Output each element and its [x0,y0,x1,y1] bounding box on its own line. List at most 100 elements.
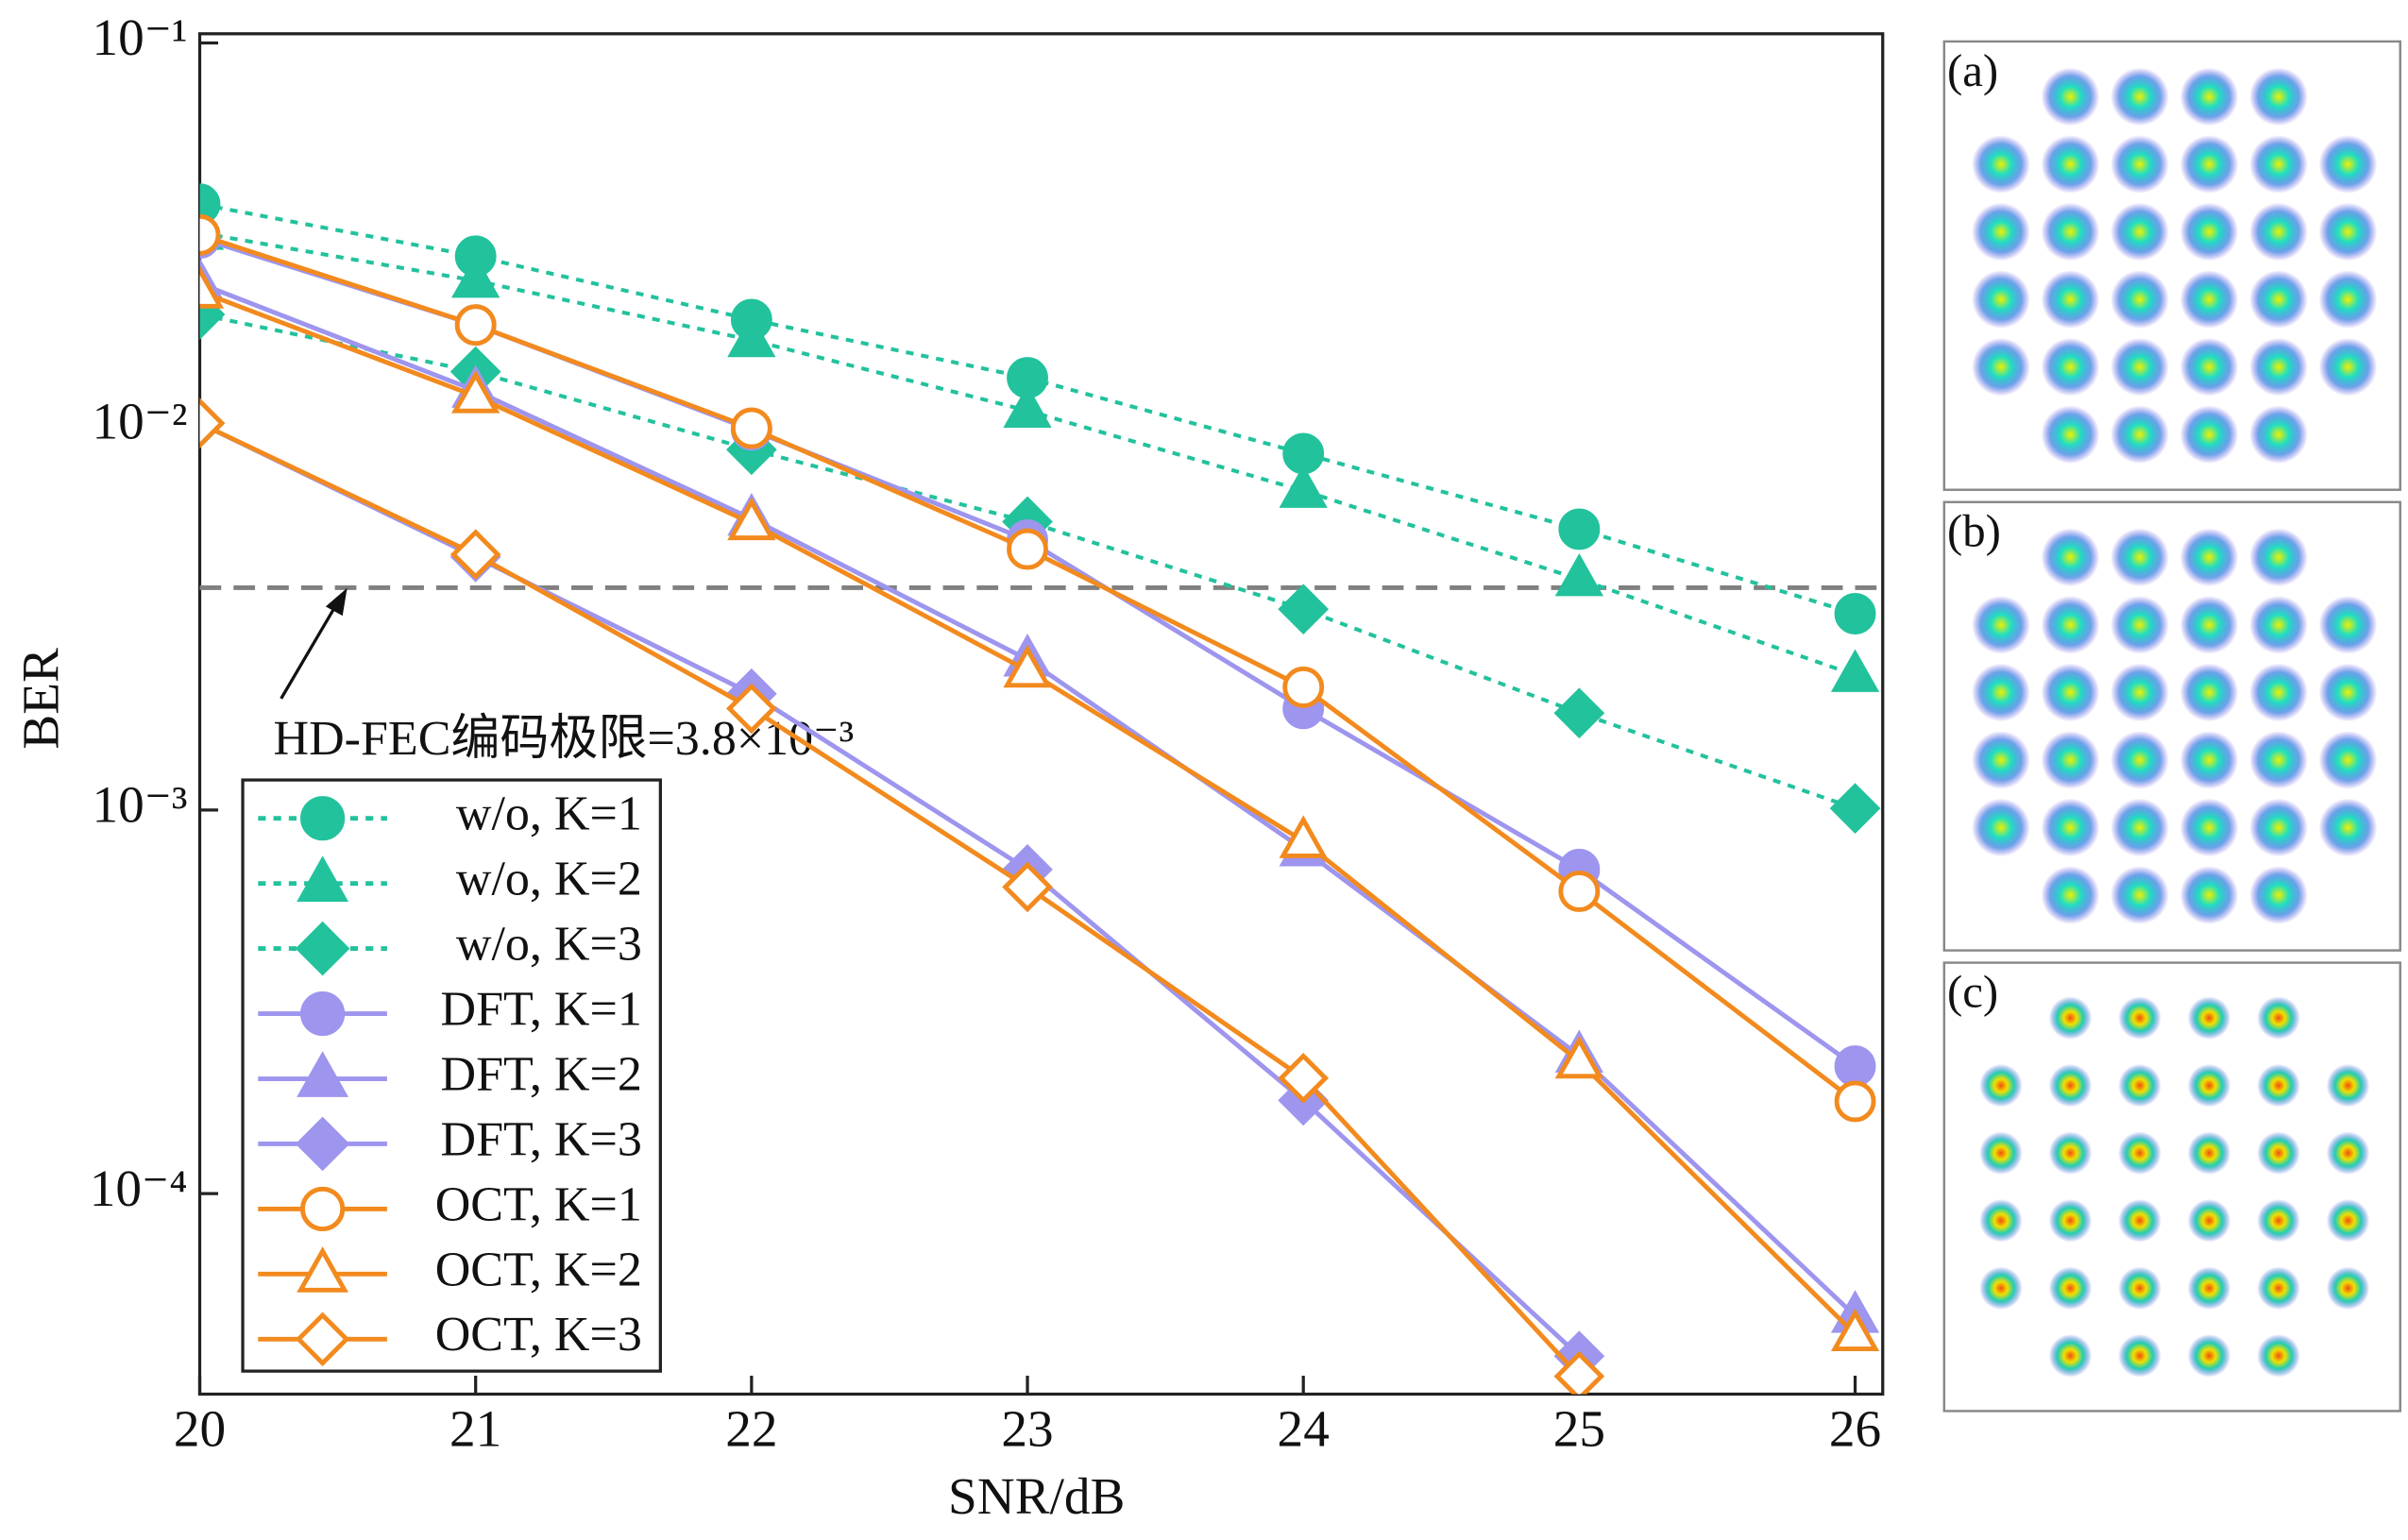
panel-label: (a) [1947,45,1998,96]
constellation-point [2041,595,2100,654]
constellation-point [1979,1199,2023,1243]
series-line [199,230,1857,677]
constellation-point [2187,1131,2231,1175]
constellation-point [2187,1199,2231,1243]
constellation-point [2179,528,2239,587]
constellation-panels: (a) (b) (c) [1942,40,2401,1413]
marker [295,1312,350,1367]
panel-label: (c) [1947,967,1998,1018]
constellation-point [2118,1266,2162,1311]
constellation-point [2118,1131,2162,1175]
constellation-point [2179,595,2239,654]
marker [199,398,226,449]
y-tick-label: 10⁻³ [92,776,187,834]
constellation-point [2048,1334,2093,1378]
constellation-point [2179,202,2239,262]
constellation-point [2118,1063,2162,1108]
x-tick-label: 21 [449,1399,501,1457]
constellation-point [2187,996,2231,1040]
constellation-point [2249,663,2308,722]
constellation-point [2111,528,2169,587]
marker [451,254,500,298]
constellation-point [1972,202,2030,262]
constellation-point [2041,67,2100,127]
constellation-point [2318,202,2378,262]
constellation-point [2111,595,2169,654]
panel-label: (b) [1947,506,2001,557]
arrow-head [325,587,348,617]
constellation-point [2118,996,2162,1040]
constellation-point [1972,270,2030,329]
constellation-point [2111,731,2169,789]
constellation-point [2041,866,2100,924]
constellation-point [2249,866,2308,924]
constellation-point [2249,405,2308,465]
constellation-point [1972,595,2030,654]
constellation-point [2111,202,2169,262]
constellation-point [2179,798,2239,857]
constellation-point [2048,1063,2093,1108]
marker [300,990,346,1037]
constellation-point [2249,202,2308,262]
constellation-point [2111,67,2169,127]
legend-label: DFT, K=1 [441,983,642,1037]
marker [297,1246,349,1293]
constellation-point [2048,1266,2093,1311]
marker [199,213,221,256]
constellation-point [2041,135,2100,194]
constellation-point [2118,1334,2162,1378]
legend-label: OCT, K=2 [435,1243,642,1296]
constellation-point [2179,663,2239,722]
marker [199,265,225,309]
legend-label: OCT, K=3 [435,1308,642,1362]
marker [1830,1308,1880,1352]
constellation-point [2326,1131,2370,1175]
x-tick-label: 26 [1829,1399,1881,1457]
marker [1834,1045,1876,1088]
constellation-point [2318,731,2378,789]
constellation-point [2118,1199,2162,1243]
y-tick-label: 10⁻¹ [92,8,187,66]
marker [199,183,221,226]
marker [1278,584,1330,635]
marker [451,370,500,414]
marker [1003,644,1052,688]
plot-area [199,183,1881,1395]
constellation-point [2048,1131,2093,1175]
constellation-point [2249,67,2308,127]
constellation-point [2257,996,2300,1040]
constellation-point [2249,731,2308,789]
constellation-point [2249,595,2308,654]
x-axis-label: SNR/dB [948,1467,1125,1525]
constellation-point [2179,731,2239,789]
legend: w/o, K=1 w/o, K=2 w/o, K=3 DFT, K=1 DFT, K=2… [241,778,662,1373]
constellation-point [2249,135,2308,194]
constellation-point [1972,663,2030,722]
marker [727,497,776,541]
constellation-point [2187,1334,2231,1378]
constellation-point [2041,202,2100,262]
constellation-point [2318,798,2378,857]
constellation-point [2318,663,2378,722]
constellation-point [2257,1199,2300,1243]
constellation-point [2111,405,2169,465]
y-axis-label: BER [12,648,70,750]
constellation-point [2048,996,2093,1040]
marker [295,1116,350,1172]
legend-label: w/o, K=2 [456,853,642,906]
constellation-point [2041,405,2100,465]
constellation-point [2179,135,2239,194]
marker [297,855,349,903]
constellation-point [2187,1063,2231,1108]
marker [449,529,501,581]
panel-frame [1942,500,2401,952]
constellation-point [2041,528,2100,587]
marker [1278,1052,1330,1104]
marker [300,1186,346,1231]
constellation-point [2257,1131,2300,1175]
y-tick-label: 10⁻⁴ [90,1159,188,1217]
constellation-point [2249,270,2308,329]
series-line [199,421,1582,1379]
plot-frame [197,32,1885,1396]
